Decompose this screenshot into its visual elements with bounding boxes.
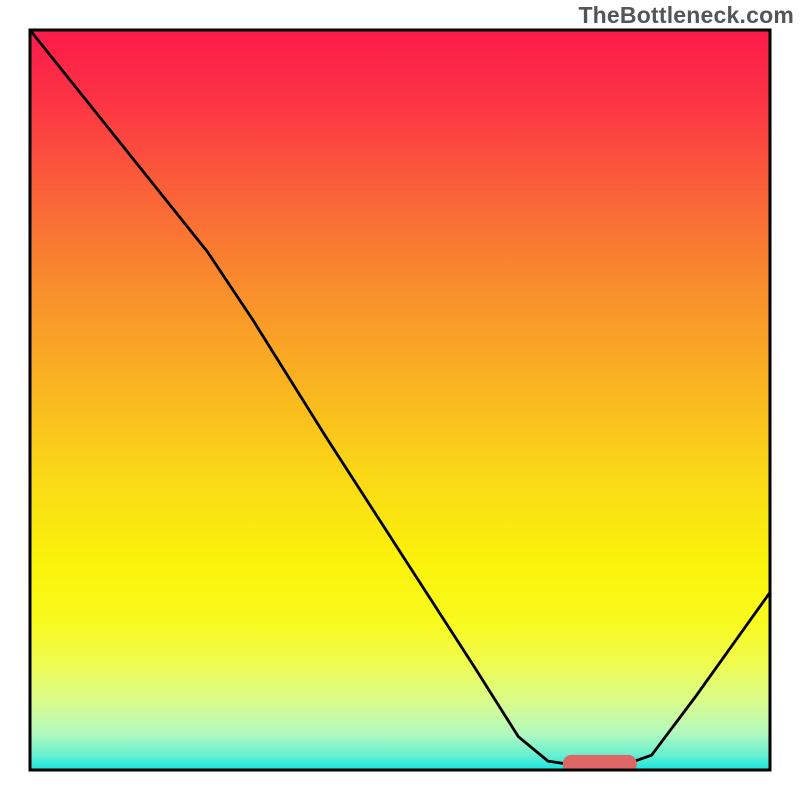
plot-background [30,30,770,770]
chart-container: TheBottleneck.com [0,0,800,800]
chart-svg [0,0,800,800]
watermark-text: TheBottleneck.com [578,2,794,29]
